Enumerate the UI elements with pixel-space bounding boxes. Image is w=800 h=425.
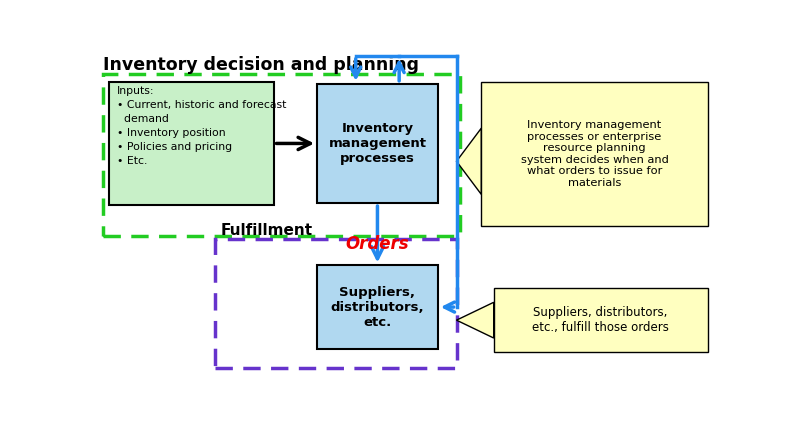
Bar bbox=[317, 84, 438, 203]
Bar bbox=[317, 265, 438, 349]
Polygon shape bbox=[457, 128, 482, 194]
Bar bbox=[103, 74, 459, 236]
Bar bbox=[110, 82, 274, 205]
Text: Inventory decision and planning: Inventory decision and planning bbox=[103, 56, 419, 74]
Text: Inputs:
• Current, historic and forecast
  demand
• Inventory position
• Policie: Inputs: • Current, historic and forecast… bbox=[117, 86, 286, 166]
Text: Fulfillment: Fulfillment bbox=[221, 223, 313, 238]
Text: Inventory
management
processes: Inventory management processes bbox=[329, 122, 426, 165]
Text: Suppliers,
distributors,
etc.: Suppliers, distributors, etc. bbox=[330, 286, 424, 329]
Polygon shape bbox=[457, 302, 494, 338]
Bar bbox=[494, 288, 707, 352]
Text: Suppliers, distributors,
etc., fulfill those orders: Suppliers, distributors, etc., fulfill t… bbox=[532, 306, 669, 334]
Text: Orders: Orders bbox=[346, 235, 409, 253]
Bar bbox=[214, 239, 457, 368]
Text: Inventory management
processes or enterprise
resource planning
system decides wh: Inventory management processes or enterp… bbox=[521, 120, 668, 188]
Bar bbox=[482, 82, 708, 226]
